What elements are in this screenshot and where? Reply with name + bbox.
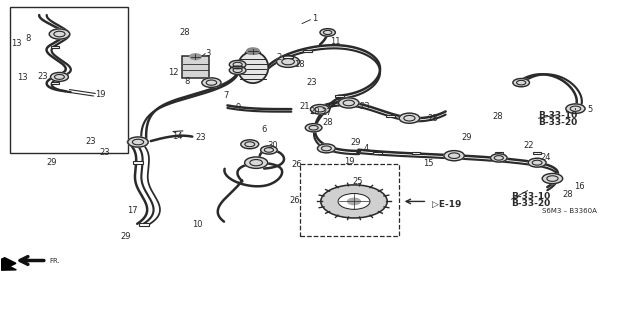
- Text: B-33-20: B-33-20: [511, 199, 551, 208]
- Bar: [140, 223, 150, 226]
- Text: 4: 4: [364, 144, 369, 153]
- Circle shape: [399, 113, 420, 123]
- Circle shape: [229, 66, 246, 74]
- Bar: [412, 152, 420, 154]
- Circle shape: [444, 151, 465, 161]
- Text: 23: 23: [85, 137, 95, 146]
- Circle shape: [542, 174, 563, 184]
- Circle shape: [246, 48, 259, 54]
- Text: 22: 22: [523, 141, 534, 150]
- Circle shape: [51, 72, 68, 81]
- Text: 8: 8: [184, 77, 190, 86]
- Text: B-33-10: B-33-10: [538, 111, 578, 120]
- Text: 28: 28: [322, 117, 333, 127]
- Text: 24: 24: [540, 153, 551, 162]
- Text: 28: 28: [563, 190, 573, 199]
- Bar: [533, 152, 541, 154]
- Bar: [450, 152, 458, 154]
- Bar: [284, 55, 293, 58]
- Text: 29: 29: [462, 133, 472, 142]
- Circle shape: [321, 185, 387, 218]
- Text: B-33-20: B-33-20: [538, 118, 578, 128]
- Text: 20: 20: [310, 108, 320, 116]
- Text: 17: 17: [127, 206, 138, 215]
- Circle shape: [241, 140, 259, 149]
- Text: 6: 6: [261, 125, 267, 134]
- Text: 26: 26: [289, 196, 300, 205]
- Text: 29: 29: [350, 137, 360, 146]
- Text: 11: 11: [330, 38, 340, 47]
- Text: 7: 7: [223, 92, 228, 100]
- Circle shape: [490, 154, 507, 162]
- Text: 26: 26: [291, 160, 302, 169]
- Circle shape: [348, 198, 360, 204]
- Ellipse shape: [237, 52, 268, 83]
- Bar: [10, 7, 129, 153]
- Circle shape: [49, 29, 70, 39]
- Text: 5: 5: [587, 105, 592, 114]
- Text: 13: 13: [17, 73, 28, 82]
- Text: 2: 2: [276, 53, 282, 62]
- Circle shape: [229, 60, 246, 69]
- Text: 16: 16: [574, 182, 585, 191]
- Text: 23: 23: [306, 78, 317, 87]
- Circle shape: [189, 54, 201, 60]
- Text: 14: 14: [172, 132, 182, 141]
- Circle shape: [310, 105, 330, 114]
- Text: 23: 23: [195, 133, 206, 142]
- Text: B-33-10: B-33-10: [511, 192, 551, 202]
- Circle shape: [528, 158, 546, 167]
- Bar: [386, 115, 395, 117]
- Circle shape: [566, 104, 585, 114]
- Text: 13: 13: [12, 39, 22, 48]
- Bar: [51, 46, 60, 48]
- Text: 25: 25: [352, 177, 362, 186]
- Text: 9: 9: [236, 103, 241, 112]
- Text: ▷E-19: ▷E-19: [432, 199, 461, 208]
- Bar: [133, 161, 143, 164]
- Bar: [495, 152, 503, 154]
- Text: 23: 23: [360, 102, 370, 111]
- Circle shape: [338, 194, 370, 209]
- Circle shape: [260, 146, 277, 154]
- Text: 29: 29: [121, 232, 131, 241]
- Bar: [335, 95, 344, 97]
- Text: 8: 8: [25, 34, 30, 43]
- Bar: [303, 50, 312, 52]
- Text: 29: 29: [47, 158, 57, 167]
- Text: 19: 19: [95, 90, 106, 99]
- Text: 21: 21: [299, 102, 309, 111]
- Bar: [300, 164, 399, 236]
- Bar: [373, 152, 381, 154]
- Text: 1: 1: [312, 14, 317, 23]
- Text: 27: 27: [321, 108, 332, 117]
- Circle shape: [317, 144, 335, 153]
- Text: 18: 18: [294, 60, 305, 69]
- Text: 15: 15: [424, 159, 434, 168]
- Circle shape: [305, 123, 322, 132]
- Text: 30: 30: [268, 141, 278, 150]
- Circle shape: [202, 78, 221, 87]
- Text: 10: 10: [192, 220, 203, 229]
- Circle shape: [276, 56, 300, 67]
- Text: 28: 28: [179, 28, 190, 37]
- Text: 28: 28: [492, 112, 503, 121]
- Text: 12: 12: [168, 68, 179, 77]
- Text: 23: 23: [37, 72, 48, 81]
- Circle shape: [244, 157, 268, 168]
- Circle shape: [128, 137, 148, 147]
- FancyArrow shape: [0, 257, 16, 271]
- Text: FR.: FR.: [49, 258, 60, 264]
- Ellipse shape: [245, 51, 260, 54]
- Text: 28: 28: [428, 114, 438, 123]
- Circle shape: [320, 29, 335, 36]
- Text: 23: 23: [100, 148, 110, 157]
- Bar: [51, 82, 59, 84]
- Text: S6M3 – B3360A: S6M3 – B3360A: [542, 208, 597, 214]
- Text: 3: 3: [205, 48, 211, 58]
- Circle shape: [339, 98, 359, 108]
- FancyBboxPatch shape: [182, 56, 209, 78]
- Text: 19: 19: [344, 157, 354, 166]
- Circle shape: [513, 78, 529, 87]
